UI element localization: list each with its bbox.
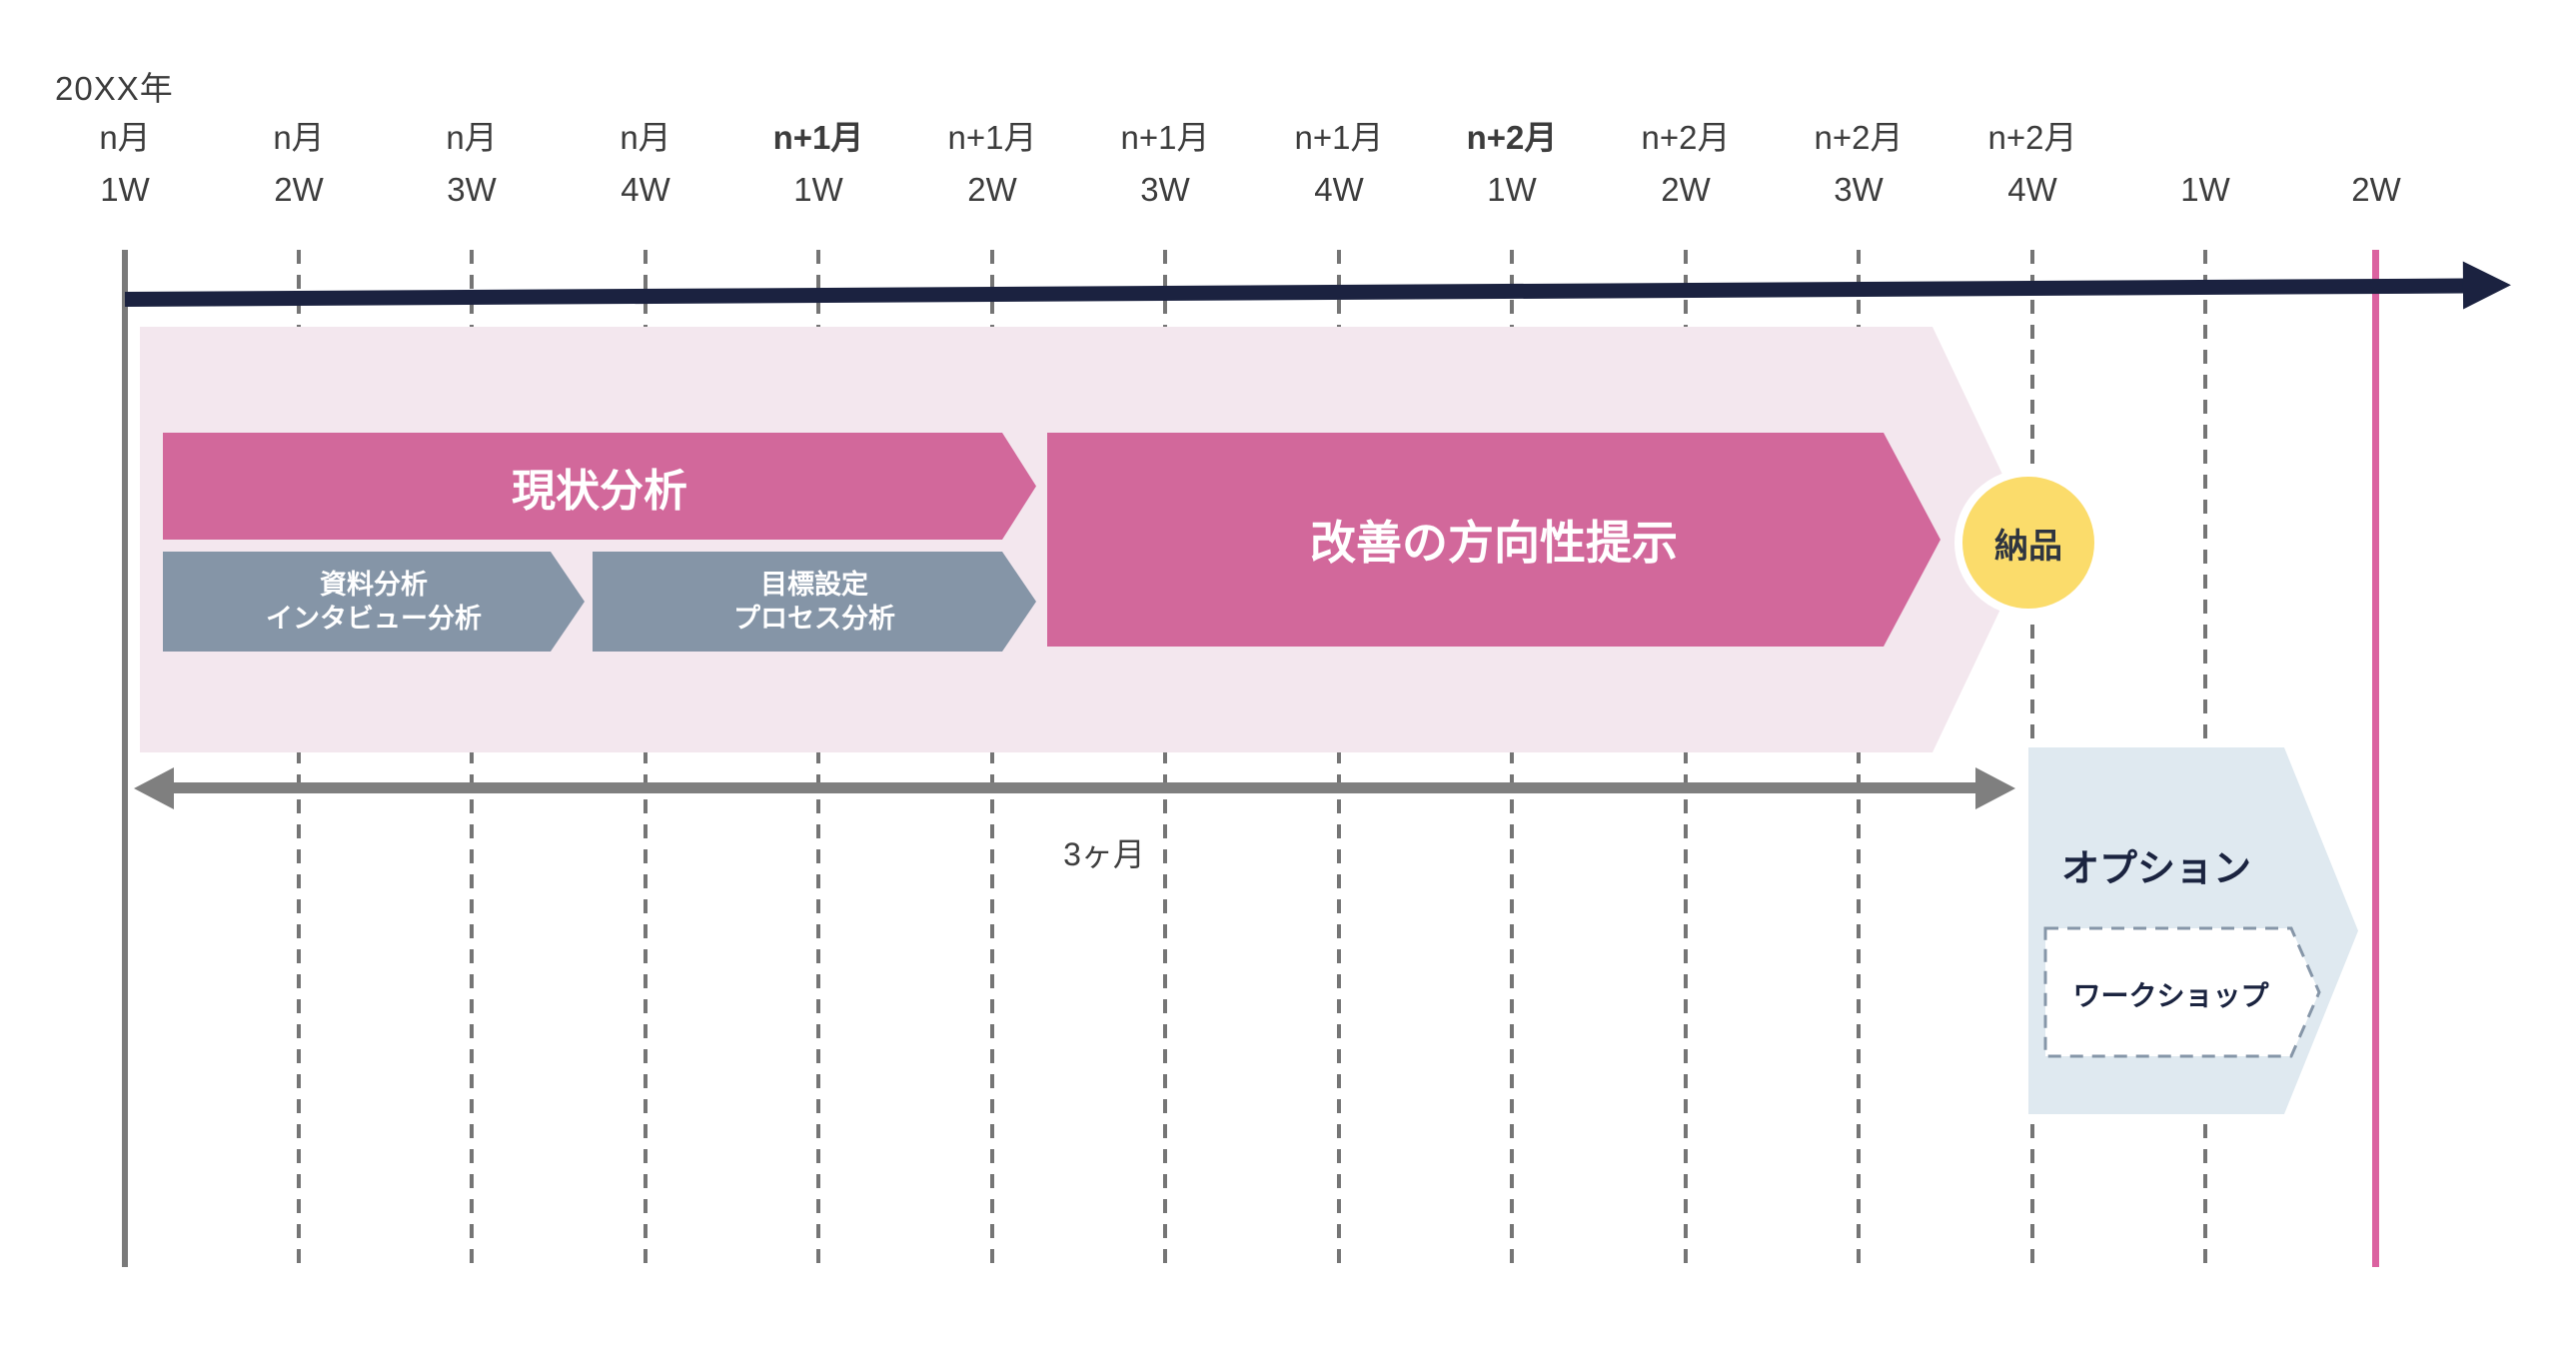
sub2-line1: 目標設定 — [760, 570, 868, 600]
sub1-line1: 資料分析 — [320, 570, 428, 600]
sub1-line2: インタビュー分析 — [266, 604, 482, 634]
week-label: 1W — [100, 171, 150, 208]
column-header-2: n月 2W — [209, 118, 389, 209]
column-header-9: n+2月 1W — [1422, 118, 1602, 209]
timeline-arrowhead-icon — [2462, 261, 2512, 310]
phase1-sub2-label: 目標設定 プロセス分析 — [733, 568, 895, 636]
duration-arrow-shaft — [170, 782, 1980, 793]
duration-arrowhead-left-icon — [134, 767, 174, 809]
phase2-label: 改善の方向性提示 — [1310, 517, 1678, 569]
gridline-start-solid — [122, 250, 128, 1267]
sub2-line2: プロセス分析 — [733, 604, 895, 634]
gridline-col-10 — [1684, 250, 1688, 1267]
timeline-arrow — [124, 261, 2513, 310]
phase1-sub1-label: 資料分析 インタビュー分析 — [266, 568, 482, 636]
week-label: 3W — [1140, 171, 1190, 208]
month-label: n月 — [446, 119, 498, 156]
column-header-1: n月 1W — [35, 118, 215, 209]
gridline-col-2 — [297, 250, 301, 1267]
phase1-sub1-arrow: 資料分析 インタビュー分析 — [163, 552, 585, 652]
month-label: n+1月 — [1120, 119, 1210, 156]
week-label: 4W — [621, 171, 670, 208]
month-label — [2115, 118, 2295, 158]
column-header-4: n月 4W — [556, 118, 735, 209]
month-label: n月 — [273, 119, 325, 156]
week-label: 2W — [274, 171, 324, 208]
week-label: 2W — [1661, 171, 1711, 208]
column-header-12: n+2月 4W — [1942, 118, 2122, 209]
month-label: n月 — [99, 119, 151, 156]
month-label: n+2月 — [1814, 119, 1904, 156]
gridline-col-11 — [1857, 250, 1861, 1267]
workshop-box-outline — [2043, 926, 2321, 1058]
workshop-label: ワークショップ — [2072, 980, 2269, 1011]
month-label: n+1月 — [772, 119, 864, 156]
week-label: 1W — [1487, 171, 1537, 208]
column-header-10: n+2月 2W — [1596, 118, 1776, 209]
month-label: n月 — [620, 119, 671, 156]
month-label: n+2月 — [1641, 119, 1731, 156]
delivery-badge: 納品 — [1954, 469, 2102, 617]
week-label: 1W — [793, 171, 843, 208]
column-header-8: n+1月 4W — [1249, 118, 1429, 209]
duration-arrowhead-right-icon — [1975, 767, 2015, 809]
month-label: n+1月 — [1294, 119, 1384, 156]
phase1-label: 現状分析 — [512, 466, 687, 516]
gridline-col-5 — [816, 250, 820, 1267]
gridline-col-4 — [644, 250, 647, 1267]
month-label: n+1月 — [947, 119, 1037, 156]
week-label: 4W — [2007, 171, 2057, 208]
gridline-col-7 — [1163, 250, 1167, 1267]
year-title: 20XX年 — [55, 70, 174, 107]
duration-label: 3ヶ月 — [1063, 836, 1145, 872]
delivery-label: 納品 — [1994, 527, 2062, 566]
column-header-6: n+1月 2W — [902, 118, 1082, 209]
workshop-box — [2043, 926, 2321, 1058]
phase1-arrow: 現状分析 — [163, 433, 1036, 540]
phase1-sub2-arrow: 目標設定 プロセス分析 — [593, 552, 1036, 652]
week-label: 3W — [1834, 171, 1884, 208]
month-label: n+2月 — [1466, 119, 1558, 156]
column-header-5: n+1月 1W — [728, 118, 908, 209]
column-header-3: n月 3W — [382, 118, 562, 209]
timeline-arrow-shaft — [124, 278, 2466, 307]
week-label: 2W — [2351, 171, 2401, 208]
week-label: 2W — [967, 171, 1017, 208]
gridline-end-pink — [2372, 250, 2379, 1267]
month-label — [2286, 118, 2466, 158]
week-label: 3W — [447, 171, 497, 208]
column-header-7: n+1月 3W — [1075, 118, 1255, 209]
month-label: n+2月 — [1987, 119, 2077, 156]
column-header-14: 2W — [2286, 118, 2466, 209]
option-label: オプション — [2060, 848, 2251, 890]
gridline-col-9 — [1510, 250, 1514, 1267]
week-label: 1W — [2180, 171, 2230, 208]
gridline-col-3 — [470, 250, 474, 1267]
phase2-arrow: 改善の方向性提示 — [1047, 433, 1940, 647]
gridline-col-8 — [1337, 250, 1341, 1267]
week-label: 4W — [1314, 171, 1364, 208]
column-header-11: n+2月 3W — [1769, 118, 1948, 209]
gridline-col-6 — [990, 250, 994, 1267]
column-header-13: 1W — [2115, 118, 2295, 209]
